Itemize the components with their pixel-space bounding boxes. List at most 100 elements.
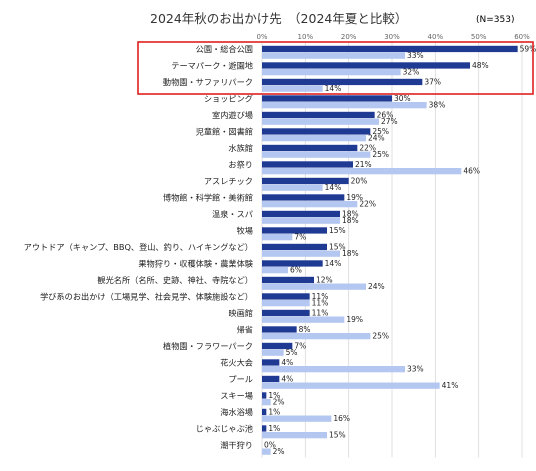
value-label: 19%	[346, 315, 363, 324]
category-label: スキー場	[220, 390, 253, 400]
value-label: 20%	[351, 177, 368, 186]
value-label: 25%	[372, 127, 389, 136]
bar-autumn	[262, 177, 349, 185]
value-label: 4%	[281, 358, 293, 367]
value-label: 26%	[377, 111, 394, 120]
bar-autumn	[262, 243, 327, 251]
bar-autumn	[262, 260, 323, 267]
bar-summer	[262, 102, 427, 109]
value-label: 37%	[424, 78, 441, 87]
bar-autumn	[262, 78, 423, 86]
value-label: 21%	[355, 160, 372, 169]
bar-summer	[262, 316, 345, 323]
bar-autumn	[262, 45, 518, 53]
value-label: 14%	[325, 259, 342, 268]
value-label: 12%	[316, 276, 333, 285]
value-label: 7%	[294, 233, 306, 242]
bar-autumn	[262, 392, 267, 399]
bar-summer	[262, 382, 440, 389]
x-tick-label: 50%	[471, 33, 487, 41]
bar-summer	[262, 250, 340, 257]
value-label: 16%	[333, 414, 350, 423]
bar-summer	[262, 432, 327, 439]
bar-summer	[262, 151, 371, 158]
bar-summer	[262, 283, 366, 290]
value-label: 2%	[273, 398, 285, 407]
value-label: 1%	[268, 424, 280, 433]
category-label: 海水浴場	[220, 407, 253, 417]
category-label: 花火大会	[220, 357, 253, 367]
bar-autumn	[262, 276, 314, 284]
category-label: 帰省	[237, 324, 253, 334]
value-label: 25%	[372, 332, 389, 341]
category-label: 児童館・図書館	[196, 126, 253, 136]
category-label: 牧場	[237, 225, 253, 235]
category-label: 博物館・科学館・美術館	[163, 192, 253, 202]
category-label: テーマパーク・遊園地	[171, 60, 253, 70]
bar-summer	[262, 69, 401, 76]
value-label: 11%	[312, 309, 329, 318]
value-label: 24%	[368, 134, 385, 143]
bar-summer	[262, 399, 271, 406]
bar-autumn	[262, 342, 293, 350]
category-label: 果物狩り・収穫体験・農業体験	[138, 258, 253, 268]
value-label: 30%	[394, 94, 411, 103]
category-label: アウトドア（キャンプ、BBQ、登山、釣り、ハイキングなど）	[24, 242, 253, 252]
bar-summer	[262, 135, 366, 142]
value-label: 59%	[520, 45, 536, 54]
bar-autumn	[262, 408, 267, 416]
value-label: 18%	[342, 216, 359, 225]
value-label: 22%	[359, 144, 376, 153]
bar-autumn	[262, 227, 327, 234]
value-label: 11%	[312, 292, 329, 301]
bar-summer	[262, 85, 323, 92]
value-label: 32%	[403, 68, 420, 77]
bar-summer	[262, 448, 271, 455]
bar-autumn	[262, 111, 375, 119]
value-label: 33%	[407, 365, 424, 374]
value-label: 48%	[472, 61, 489, 70]
value-label: 15%	[329, 243, 346, 252]
bar-summer	[262, 217, 340, 224]
highlight-box	[137, 41, 534, 95]
x-tick-label: 0%	[256, 33, 267, 41]
bar-autumn	[262, 95, 392, 102]
bar-autumn	[262, 128, 371, 135]
x-tick-label: 20%	[341, 33, 357, 41]
value-label: 27%	[381, 117, 398, 126]
value-label: 0%	[264, 441, 276, 450]
bar-summer	[262, 118, 379, 125]
x-tick-label: 40%	[428, 33, 444, 41]
category-label: ショッピング	[204, 93, 253, 103]
bar-autumn	[262, 326, 297, 333]
bar-autumn	[262, 194, 345, 201]
value-label: 14%	[325, 183, 342, 192]
bar-summer	[262, 267, 288, 274]
category-label: 室内遊び場	[212, 110, 253, 120]
value-label: 11%	[312, 299, 329, 308]
category-label: 潮干狩り	[220, 440, 253, 450]
value-label: 6%	[290, 266, 302, 275]
value-label: 4%	[281, 375, 293, 384]
bar-summer	[262, 184, 323, 191]
bar-autumn	[262, 309, 310, 317]
bar-autumn	[262, 62, 470, 69]
bar-autumn	[262, 359, 280, 366]
bar-summer	[262, 201, 358, 208]
category-label: アスレチック	[204, 176, 253, 186]
category-label: 水族館	[228, 143, 253, 153]
x-tick-label: 60%	[514, 33, 530, 41]
value-label: 7%	[294, 342, 306, 351]
category-label: 観光名所（名所、史跡、神社、寺院など）	[97, 275, 253, 285]
value-label: 25%	[372, 150, 389, 159]
bar-summer	[262, 234, 293, 241]
category-label: 動物園・サファリパーク	[163, 77, 253, 87]
bar-autumn	[262, 161, 353, 168]
value-label: 19%	[346, 193, 363, 202]
category-label: 公園・総合公園	[196, 44, 253, 54]
value-label: 38%	[429, 101, 446, 110]
category-label: プール	[228, 374, 253, 384]
bar-autumn	[262, 375, 280, 383]
bar-autumn	[262, 293, 310, 300]
